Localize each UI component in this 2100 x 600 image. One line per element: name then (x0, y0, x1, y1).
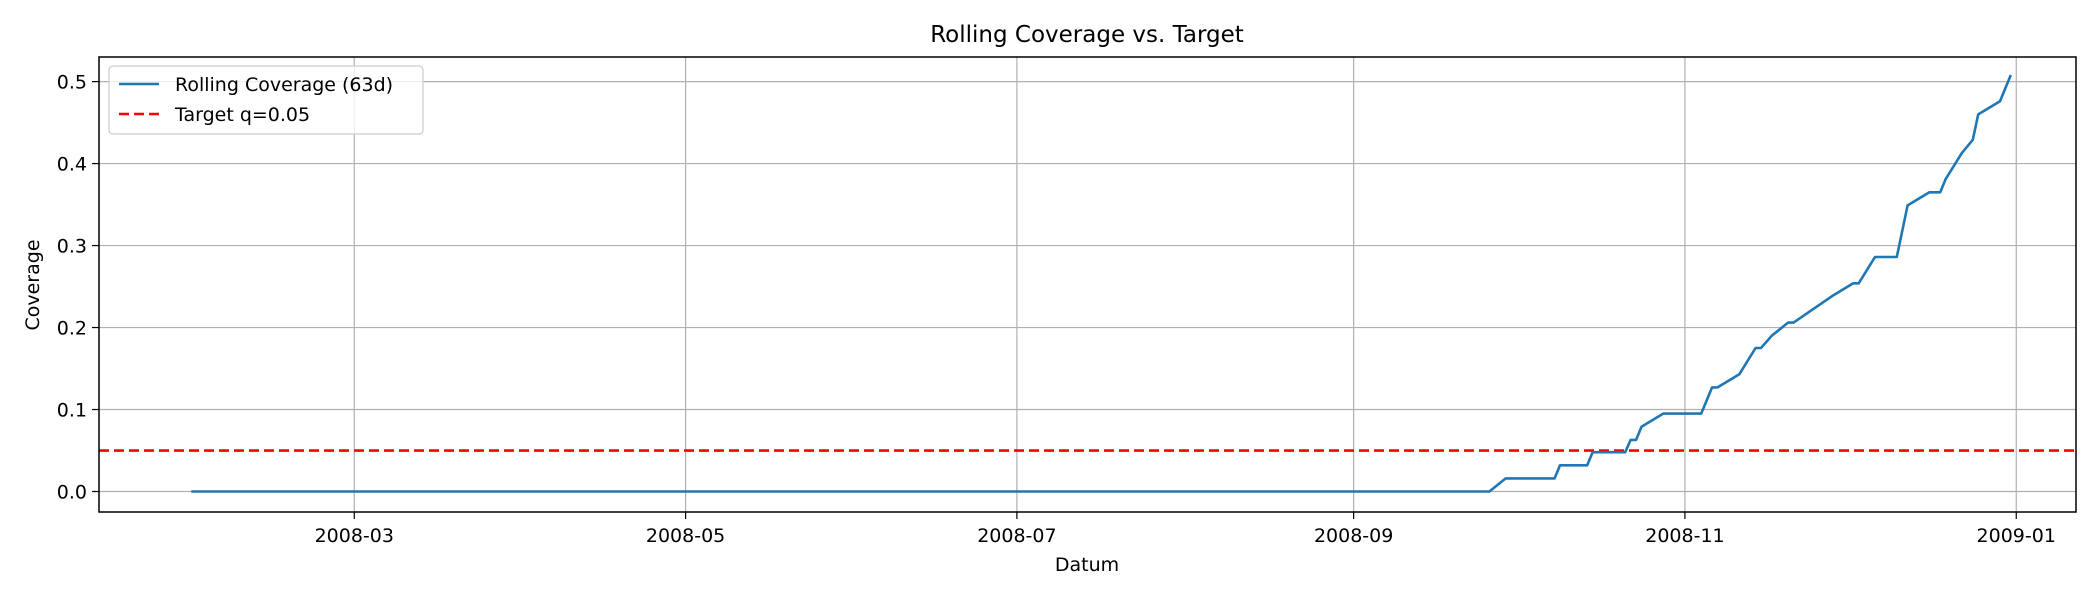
series-lines (191, 74, 2013, 493)
x-tick-label: 2008-09 (1314, 525, 1393, 547)
y-tick-label: 0.0 (57, 482, 87, 504)
x-tick-label: 2008-05 (646, 525, 725, 547)
y-axis-label: Coverage (22, 239, 44, 330)
plot-frame (98, 56, 2077, 513)
y-tick-label: 0.2 (57, 318, 87, 340)
legend-box (108, 65, 424, 135)
legend: Rolling Coverage (63d) Target q=0.05 (108, 65, 424, 135)
x-tick-label: 2008-03 (315, 525, 394, 547)
axis-ticks: 2008-03 2008-05 2008-07 2008-09 2008-11 2009-… (57, 72, 2056, 547)
y-tick-label: 0.1 (57, 400, 87, 422)
y-tick-label: 0.4 (57, 154, 87, 176)
legend-label: Rolling Coverage (63d) (175, 74, 393, 96)
legend-label: Target q=0.05 (174, 104, 310, 126)
chart-title: Rolling Coverage vs. Target (930, 22, 1244, 48)
coverage-line (191, 74, 2013, 493)
x-tick-label: 2009-01 (1977, 525, 2056, 547)
y-tick-label: 0.3 (57, 236, 87, 258)
y-tick-label: 0.5 (57, 72, 87, 94)
x-axis-label: Datum (1055, 554, 1119, 576)
x-tick-label: 2008-07 (977, 525, 1056, 547)
x-tick-label: 2008-11 (1645, 525, 1724, 547)
